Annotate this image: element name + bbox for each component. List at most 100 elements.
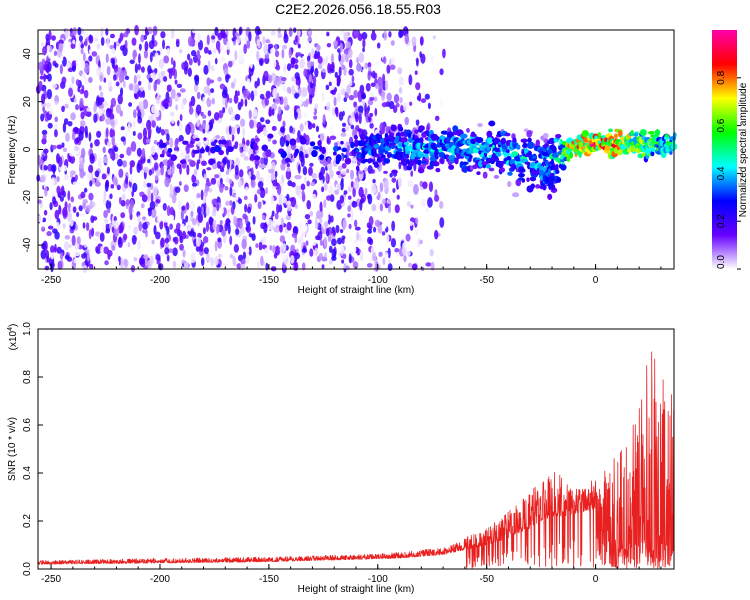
spectrogram-noise-blob [83,187,88,193]
spectrogram-noise-blob [170,28,175,39]
spectrogram-noise-blob [124,39,128,49]
spectrogram-noise-blob [266,173,271,184]
spectrogram-noise-blob [64,201,68,210]
spectrogram-ridge-blob [257,126,263,133]
spectrogram-noise-blob [282,120,286,128]
spectrogram-noise-blob [256,189,262,195]
spectrogram-noise-blob [143,166,149,173]
spectrogram-ridge-blob [486,146,491,152]
spectrogram-noise-blob [369,96,375,101]
spectrogram-noise-blob [353,219,358,228]
spectrogram-ridge-blob [192,149,200,154]
spectrogram-noise-blob [143,50,149,59]
spectrogram-noise-blob [352,162,357,168]
spectrogram-noise-blob [109,33,116,39]
spectrogram-noise-blob [224,222,229,232]
spectrogram-noise-blob [361,31,368,40]
spectrogram-noise-blob [139,86,145,92]
spectrogram-noise-blob [382,257,386,266]
spectrogram-noise-blob [276,184,282,196]
spectrogram-noise-blob [419,36,424,46]
spectrogram-noise-blob [191,182,198,187]
spectrogram-noise-blob [399,96,403,104]
spectrogram-ridge-blob [470,133,477,138]
spectrogram-noise-blob [81,84,85,94]
spectrogram-noise-blob [265,90,271,99]
spectrogram-noise-blob [84,38,88,47]
spectrogram-noise-blob [291,232,297,238]
spectrogram-noise-blob [429,248,434,257]
spectrogram-noise-blob [389,64,396,70]
spectrogram-noise-blob [248,246,252,256]
spectrogram-noise-blob [59,196,64,202]
spectrogram-noise-blob [127,242,131,248]
spectrogram-noise-blob [159,220,164,230]
spectrogram-noise-blob [62,223,66,229]
spectrogram-noise-blob [387,263,393,271]
spectrogram-ridge-blob [578,150,582,159]
spectrogram-noise-blob [211,118,215,125]
spectrogram-noise-blob [151,72,156,80]
spectrogram-noise-blob [60,185,65,196]
snr-scale-base: (x10 [8,330,19,350]
spectrogram-ridge-blob [317,139,322,147]
spectrogram-ridge-blob [650,150,655,157]
spectrogram-noise-blob [404,116,410,126]
spectrogram-noise-blob [185,215,189,223]
spectrogram-noise-blob [153,225,157,236]
spectrogram-noise-blob [210,257,215,267]
spectrogram-noise-blob [196,141,202,147]
spectrogram-noise-blob [91,155,95,162]
spectrogram-noise-blob [89,142,93,149]
spectrogram-noise-blob [54,243,57,253]
spectrogram-noise-blob [318,192,324,198]
spectrogram-noise-blob [300,156,305,168]
spectrogram-noise-blob [263,70,269,82]
spectrogram-noise-blob [166,254,170,262]
spectrogram-noise-blob [330,215,334,223]
spectrogram-noise-blob [113,74,117,81]
spectrogram-noise-blob [67,120,73,127]
spectrogram-ridge-blob [494,156,500,162]
spectrogram-noise-blob [236,263,242,269]
spectrogram-noise-blob [367,70,371,81]
spectrogram-noise-blob [82,198,88,205]
spectrogram-noise-blob [273,252,278,259]
spectrogram-noise-blob [254,158,260,167]
spectrogram-noise-blob [214,57,218,65]
spectrogram-noise-blob [356,231,360,241]
spectrogram-noise-blob [223,68,229,76]
spectrogram-noise-blob [218,45,221,54]
spectrogram-noise-blob [337,165,343,172]
spectrogram-noise-blob [340,132,347,137]
spectrogram-noise-blob [45,102,52,109]
spectrogram-noise-blob [89,180,93,187]
spectrogram-noise-blob [352,261,359,269]
spectrogram-noise-blob [416,238,421,248]
spectrogram-noise-blob [326,137,331,145]
spectrogram-noise-blob [381,90,386,98]
spectrogram-noise-blob [212,219,217,231]
spectrogram-ridge-blob [512,192,520,198]
spectrogram-ridge-blob [159,153,164,158]
spectrogram-noise-blob [100,245,104,254]
colorbar-tick-label: 0.2 [716,214,727,228]
spectrogram-noise-blob [346,168,350,174]
spectrogram-noise-blob [323,199,327,209]
spectrogram-noise-blob [96,43,101,50]
spectrogram-noise-blob [309,162,314,167]
spectrogram-noise-blob [214,256,219,266]
spectrogram-ridge-blob [170,154,177,161]
spectrogram-noise-blob [58,42,63,53]
spectrogram-noise-blob [56,246,62,254]
spectrogram-noise-blob [295,35,298,43]
spectrogram-ridge-blob [165,141,170,145]
spectrogram-noise-blob [258,109,262,116]
spectrogram-noise-blob [339,228,344,234]
spectrogram-ridge-blob [407,132,412,139]
spectrogram-noise-blob [137,110,142,120]
spectrogram-noise-blob [197,212,204,224]
spectrogram-noise-blob [315,125,320,133]
spectrogram-noise-blob [109,113,115,121]
